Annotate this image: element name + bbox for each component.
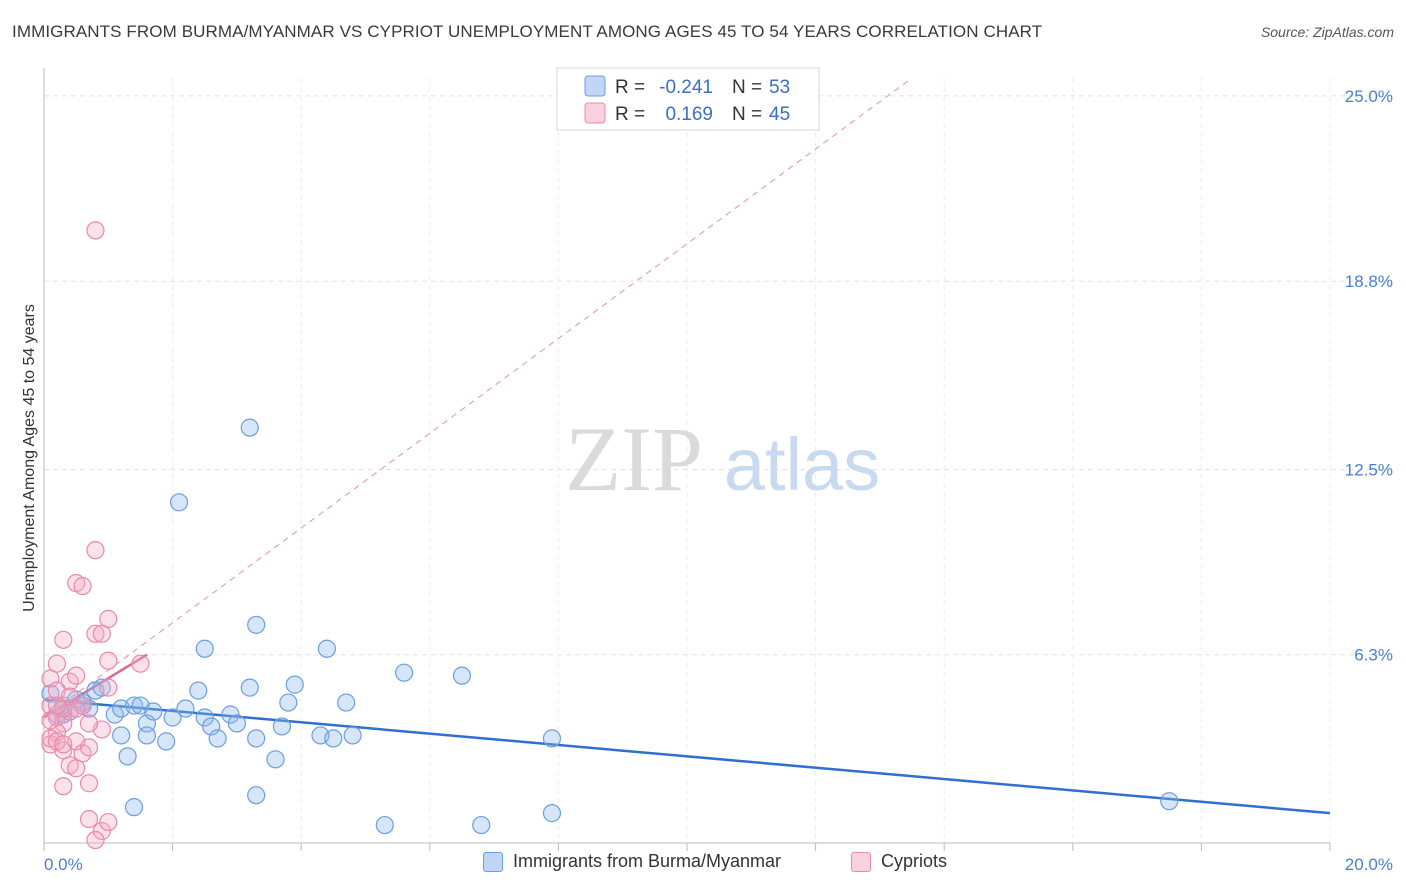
point-burma xyxy=(112,726,131,745)
point-burma xyxy=(137,726,156,745)
point-cypriots xyxy=(79,809,99,829)
legend-n-label-burma: N = xyxy=(732,77,762,98)
point-burma xyxy=(169,493,189,512)
x-tick-label-min: 0.0% xyxy=(44,855,83,874)
point-cypriots xyxy=(67,699,86,718)
point-burma xyxy=(157,732,176,751)
legend-box: R = -0.241 N = 53 R = 0.169 N = 45 xyxy=(556,67,820,131)
legend-r-value-cypriots: 0.169 xyxy=(665,104,713,125)
point-burma xyxy=(1160,792,1179,811)
grid-lines xyxy=(44,78,1392,843)
point-burma xyxy=(124,798,144,817)
bottom-legend-swatch-burma xyxy=(483,851,503,872)
point-cypriots xyxy=(54,777,73,796)
point-burma xyxy=(124,696,144,715)
chart-title: IMMIGRANTS FROM BURMA/MYANMAR VS CYPRIOT… xyxy=(12,22,1043,41)
point-cypriots xyxy=(86,541,105,560)
point-burma xyxy=(452,666,472,685)
watermark: ZIP atlas xyxy=(565,408,880,510)
bottom-legend-burma: Immigrants from Burma/Myanmar xyxy=(483,851,781,872)
point-burma xyxy=(542,729,562,748)
point-burma xyxy=(279,693,298,712)
point-burma xyxy=(221,705,240,724)
point-burma xyxy=(189,681,208,700)
point-burma xyxy=(343,726,362,745)
point-burma xyxy=(317,639,337,658)
source-credit: Source: ZipAtlas.com xyxy=(1260,24,1394,40)
point-cypriots xyxy=(86,830,105,850)
point-cypriots xyxy=(54,741,73,760)
bottom-legend-label-cypriots: Cypriots xyxy=(881,851,948,871)
axes xyxy=(43,68,1331,851)
point-burma xyxy=(240,678,259,697)
point-cypriots xyxy=(73,576,92,596)
point-burma xyxy=(163,708,182,727)
point-burma xyxy=(247,729,266,748)
bottom-legend-label-burma: Immigrants from Burma/Myanmar xyxy=(513,851,782,871)
bottom-legend-cypriots: Cypriots xyxy=(851,851,947,872)
point-burma xyxy=(247,786,266,805)
point-cypriots xyxy=(99,812,118,832)
point-cypriots xyxy=(86,624,105,643)
point-burma xyxy=(285,675,304,694)
point-cypriots xyxy=(47,696,66,715)
point-cypriots xyxy=(79,774,99,793)
point-cypriots xyxy=(99,609,118,628)
point-burma xyxy=(472,815,491,835)
x-tick-label-max: 20.0% xyxy=(1345,855,1393,874)
watermark-zip: ZIP xyxy=(565,408,703,510)
point-cypriots xyxy=(92,821,111,841)
tick-labels: 25.0% 18.8% 12.5% 6.3% 0.0% 20.0% xyxy=(44,87,1393,874)
point-burma xyxy=(195,639,214,658)
point-burma xyxy=(375,815,394,835)
point-burma xyxy=(176,699,195,718)
point-burma xyxy=(144,702,163,721)
watermark-atlas: atlas xyxy=(724,423,880,506)
point-cypriots xyxy=(67,759,86,778)
legend-swatch-cypriots xyxy=(584,102,606,124)
point-cypriots xyxy=(54,735,73,754)
legend-r-label-burma: R = xyxy=(615,77,645,98)
y-tick-label: 25.0% xyxy=(1345,87,1393,106)
point-cypriots xyxy=(47,654,66,673)
point-cypriots xyxy=(131,654,150,673)
point-burma xyxy=(394,663,414,682)
y-tick-label: 12.5% xyxy=(1345,460,1393,479)
point-cypriots xyxy=(99,678,118,697)
legend-n-label-cypriots: N = xyxy=(732,104,762,125)
point-cypriots xyxy=(79,738,99,757)
point-burma xyxy=(195,708,214,727)
point-burma xyxy=(266,750,285,769)
point-cypriots xyxy=(86,221,105,240)
point-burma xyxy=(272,717,292,736)
trend-line-burma xyxy=(43,698,1331,815)
point-burma xyxy=(208,729,227,748)
legend-n-value-burma: 53 xyxy=(769,77,790,98)
point-cypriots xyxy=(67,666,86,685)
trend-line-cypriots-extended xyxy=(43,77,913,718)
point-cypriots xyxy=(79,714,99,733)
point-cypriots xyxy=(41,711,60,730)
legend-r-label-cypriots: R = xyxy=(615,104,645,125)
point-burma xyxy=(247,615,266,634)
y-tick-label: 18.8% xyxy=(1345,272,1393,291)
point-cypriots xyxy=(99,651,118,670)
legend-swatch-burma xyxy=(584,75,606,97)
legend-r-value-burma: -0.241 xyxy=(659,77,713,98)
bottom-legend-swatch-cypriots xyxy=(851,851,871,872)
point-burma xyxy=(542,804,562,823)
y-tick-label: 6.3% xyxy=(1354,646,1393,665)
data-points xyxy=(41,221,1179,850)
point-cypriots xyxy=(54,630,73,649)
point-burma xyxy=(92,678,111,697)
point-burma xyxy=(240,418,259,437)
point-burma xyxy=(118,747,137,766)
legend-n-value-cypriots: 45 xyxy=(769,104,790,125)
point-cypriots xyxy=(92,624,111,643)
point-burma xyxy=(337,693,356,712)
point-burma xyxy=(227,714,246,733)
point-burma xyxy=(324,729,343,748)
